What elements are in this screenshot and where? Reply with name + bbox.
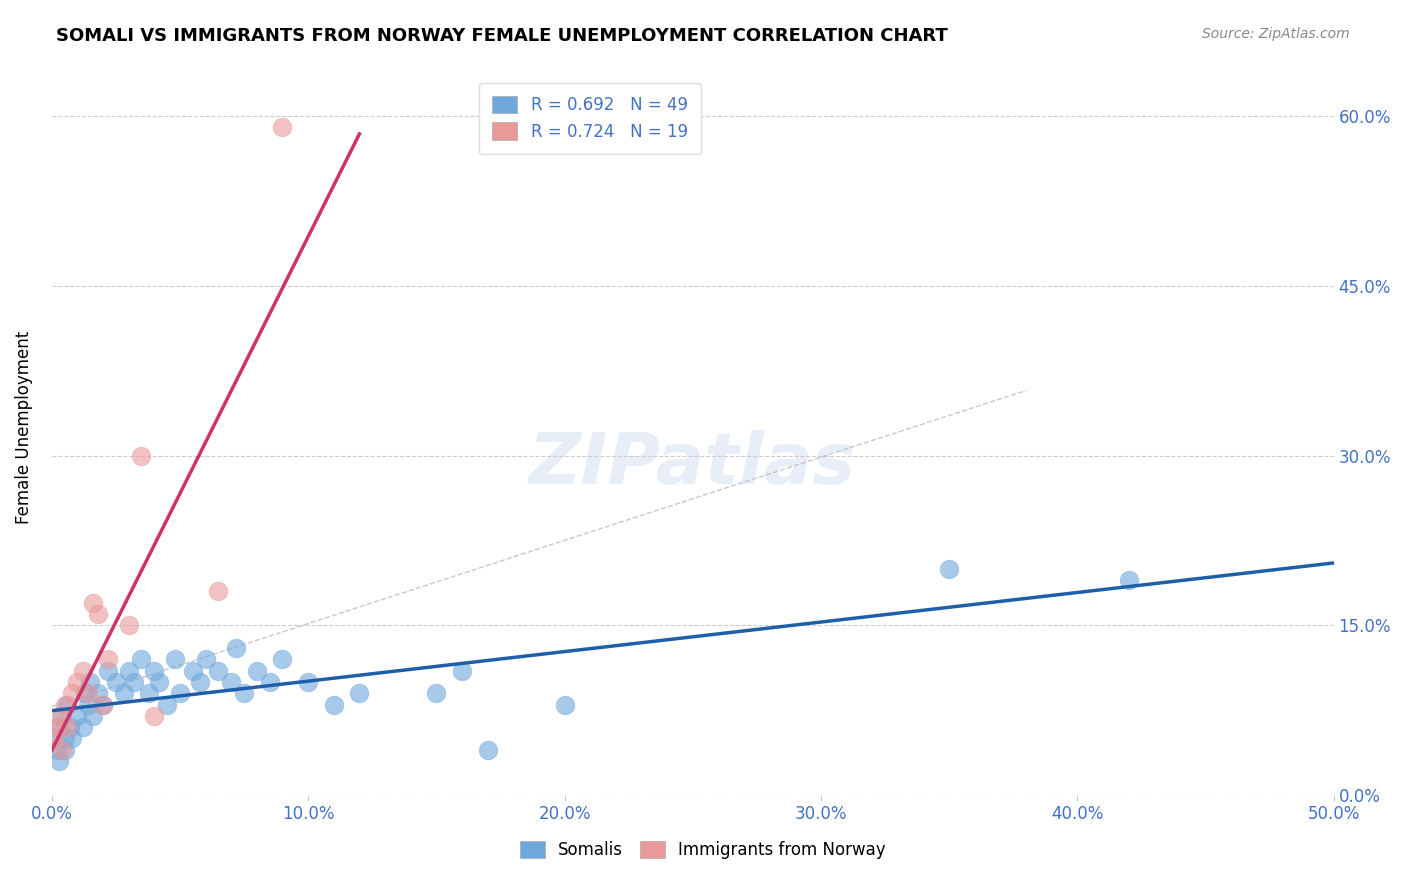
Point [72, 664, 94, 678]
Point [1118, 573, 1140, 587]
Point [297, 674, 319, 689]
Point [91, 698, 114, 712]
Point [207, 584, 229, 599]
Legend: Somalis, Immigrants from Norway: Somalis, Immigrants from Norway [513, 834, 893, 866]
Point [87, 607, 110, 621]
Point [53, 698, 76, 712]
Point [190, 674, 212, 689]
Point [91, 698, 114, 712]
Point [122, 674, 145, 689]
Point [44, 731, 66, 746]
Point [66, 674, 89, 689]
Y-axis label: Female Unemployment: Female Unemployment [15, 331, 32, 524]
Point [322, 698, 344, 712]
Text: SOMALI VS IMMIGRANTS FROM NORWAY FEMALE UNEMPLOYMENT CORRELATION CHART: SOMALI VS IMMIGRANTS FROM NORWAY FEMALE … [56, 27, 948, 45]
Point [143, 709, 166, 723]
Point [51, 743, 73, 757]
Point [225, 640, 247, 655]
Point [87, 686, 110, 700]
Point [118, 618, 141, 632]
Point [97, 652, 120, 666]
Point [271, 652, 294, 666]
Point [156, 698, 179, 712]
Point [349, 686, 371, 700]
Point [104, 674, 127, 689]
Point [138, 686, 160, 700]
Point [553, 698, 575, 712]
Point [48, 709, 70, 723]
Point [143, 664, 166, 678]
Point [271, 120, 294, 135]
Point [60, 686, 83, 700]
Point [79, 674, 101, 689]
Point [163, 652, 186, 666]
Point [118, 664, 141, 678]
Point [44, 731, 66, 746]
Point [148, 674, 170, 689]
Point [56, 720, 79, 734]
Point [76, 686, 98, 700]
Point [82, 709, 104, 723]
Point [233, 686, 256, 700]
Point [181, 664, 204, 678]
Legend: R = 0.692   N = 49, R = 0.724   N = 19: R = 0.692 N = 49, R = 0.724 N = 19 [479, 83, 702, 154]
Point [66, 709, 89, 723]
Point [48, 754, 70, 768]
Point [219, 674, 242, 689]
Point [75, 686, 97, 700]
Point [259, 674, 281, 689]
Point [48, 720, 70, 734]
Point [246, 664, 269, 678]
Point [451, 664, 474, 678]
Point [194, 652, 217, 666]
Point [53, 743, 76, 757]
Point [72, 720, 94, 734]
Point [45, 720, 67, 734]
Text: Source: ZipAtlas.com: Source: ZipAtlas.com [1202, 27, 1350, 41]
Point [53, 731, 76, 746]
Point [60, 731, 83, 746]
Point [82, 596, 104, 610]
Text: ZIPatlas: ZIPatlas [529, 430, 856, 499]
Point [938, 562, 960, 576]
Point [97, 664, 120, 678]
Point [207, 664, 229, 678]
Point [131, 449, 153, 463]
Point [131, 652, 153, 666]
Point [112, 686, 135, 700]
Point [51, 709, 73, 723]
Point [169, 686, 191, 700]
Point [425, 686, 447, 700]
Point [56, 698, 79, 712]
Point [76, 698, 98, 712]
Point [59, 720, 82, 734]
Point [477, 743, 499, 757]
Point [45, 743, 67, 757]
